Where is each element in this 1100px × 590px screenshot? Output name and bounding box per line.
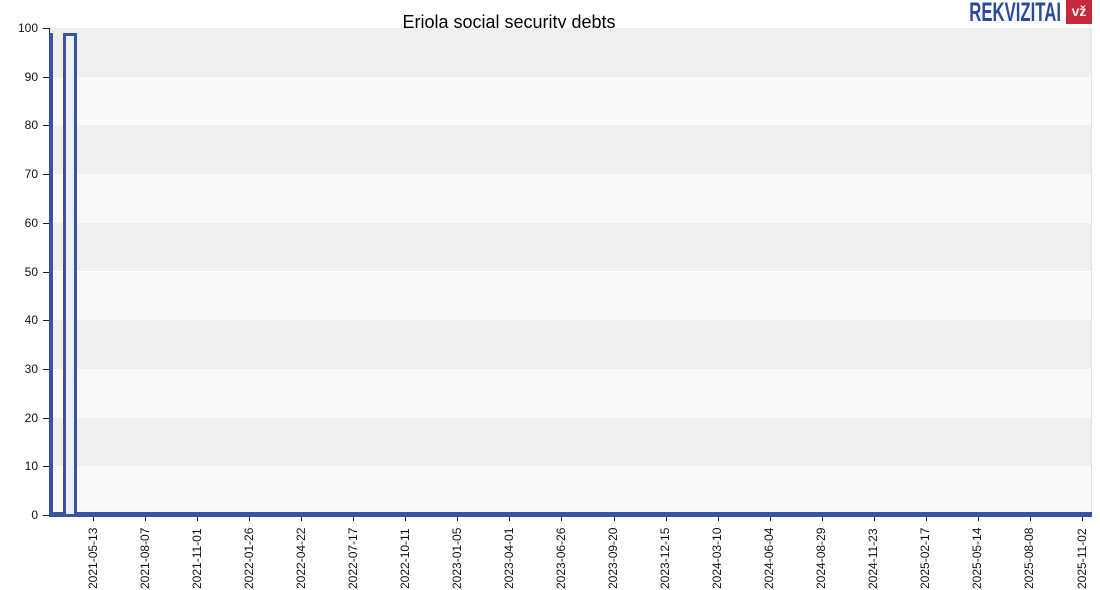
x-tick [509,517,510,521]
debt-bar [63,32,77,517]
x-tick [145,517,146,521]
y-tick-label: 40 [24,313,38,328]
x-tick-label: 2023-12-15 [658,527,673,589]
vz-badge-icon: vž [1066,0,1092,24]
x-tick [457,517,458,521]
y-tick-label: 20 [24,410,38,425]
y-tick-label: 60 [24,215,38,230]
x-tick [926,517,927,521]
y-tick [43,515,49,516]
x-tick-label: 2024-11-23 [866,528,881,590]
plot-band [49,466,1092,515]
plot-band [49,125,1092,175]
debt-bar [48,32,54,517]
x-tick [822,517,823,521]
x-tick-label: 2025-05-14 [970,527,985,589]
y-tick [43,174,49,175]
x-tick [561,517,562,521]
x-tick [1082,517,1083,521]
y-tick [43,369,49,370]
x-tick-label: 2022-01-26 [241,527,256,589]
x-tick [405,517,406,521]
y-tick [43,28,49,29]
x-tick [978,517,979,521]
x-tick-label: 2023-06-26 [553,527,568,589]
plot-band [49,368,1092,418]
x-tick-label: 2023-04-01 [501,527,516,589]
plot-band [49,76,1092,126]
y-tick-label: 50 [24,264,38,279]
y-tick [43,125,49,126]
y-tick-label: 30 [24,361,38,376]
x-tick-label: 2022-04-22 [293,527,308,589]
x-tick-label: 2024-03-10 [710,527,725,589]
x-tick-label: 2025-02-17 [918,527,933,589]
y-tick [43,272,49,273]
plot-band [49,28,1092,77]
x-tick-label: 2025-11-02 [1074,528,1089,590]
x-tick-label: 2024-08-29 [814,527,829,589]
rekvizitai-logo[interactable]: REKVIZITAI vž [913,0,1092,27]
x-tick-label: 2021-11-01 [189,528,204,590]
x-tick-label: 2023-01-05 [449,527,464,589]
y-tick-label: 90 [24,69,38,84]
chart-title: Eriola social security debts [402,12,616,32]
x-tick [614,517,615,521]
y-tick-label: 0 [31,508,38,522]
y-tick [43,418,49,419]
x-tick [1030,517,1031,521]
x-tick [770,517,771,521]
plot-band [49,222,1092,272]
x-tick [666,517,667,521]
plot-band [49,271,1092,321]
plot-band [49,320,1092,369]
rekvizitai-logo-text: REKVIZITAI [969,0,1061,27]
y-tick [43,77,49,78]
plot-right-border [1091,28,1092,515]
x-tick [353,517,354,521]
x-tick [874,517,875,521]
x-tick-label: 2021-08-07 [137,527,152,589]
x-tick-label: 2025-08-08 [1022,527,1037,589]
x-tick-label: 2022-10-11 [397,528,412,590]
plot-area [48,28,1092,517]
y-tick-label: 80 [24,118,38,133]
zero-value-line [49,512,1092,517]
y-tick-label: 70 [24,167,38,182]
y-tick-label: 10 [24,459,38,474]
y-tick [43,466,49,467]
x-tick-label: 2022-07-17 [345,527,360,589]
x-tick [301,517,302,521]
y-tick [43,320,49,321]
plot-band [49,174,1092,223]
x-tick [197,517,198,521]
x-tick-label: 2021-05-13 [85,527,100,589]
x-tick [249,517,250,521]
y-tick [43,223,49,224]
x-tick [93,517,94,521]
x-tick [718,517,719,521]
x-tick-label: 2023-09-20 [606,527,621,589]
y-tick-label: 100 [17,21,38,35]
plot-band [49,417,1092,467]
x-tick-label: 2024-06-04 [762,527,777,589]
